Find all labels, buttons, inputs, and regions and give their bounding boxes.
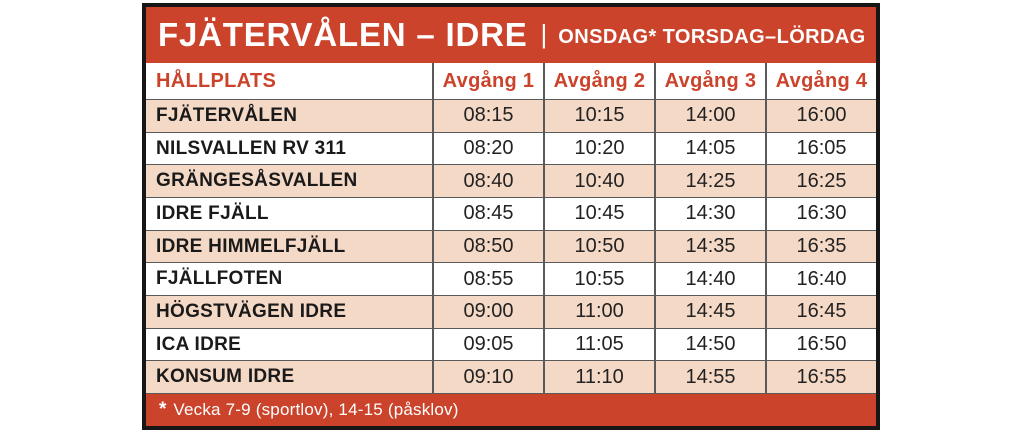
departure-time: 16:25 (765, 165, 876, 198)
departure-time: 14:50 (654, 328, 765, 361)
stop-name: NILSVALLEN RV 311 (156, 137, 347, 159)
departure-time: 14:30 (654, 198, 765, 230)
table-row: KONSUM IDRE 09:10 11:10 14:55 16:55 (146, 360, 876, 394)
footnote-text: Vecka 7-9 (sportlov), 14-15 (påsklov) (173, 400, 459, 419)
column-header-stop: HÅLLPLATS (156, 69, 277, 92)
departure-time: 09:05 (432, 328, 543, 361)
departure-time: 14:25 (654, 165, 765, 198)
departure-time: 10:45 (543, 198, 654, 230)
departure-time: 09:10 (432, 361, 543, 394)
departure-time: 16:40 (765, 263, 876, 296)
column-header-departure-4: Avgång 4 (765, 63, 876, 99)
departure-time: 08:45 (432, 198, 543, 230)
stop-name: HÖGSTVÄGEN IDRE (156, 300, 347, 322)
stop-name: ICA IDRE (156, 333, 242, 355)
table-row: IDRE HIMMELFJÄLL 08:50 10:50 14:35 16:35 (146, 229, 876, 263)
departure-time: 16:30 (765, 198, 876, 230)
departure-time: 16:45 (765, 296, 876, 328)
stop-name: KONSUM IDRE (156, 366, 295, 388)
departure-time: 10:50 (543, 230, 654, 263)
departure-time: 10:20 (543, 132, 654, 165)
column-header-departure-1: Avgång 1 (432, 63, 543, 99)
departure-time: 08:50 (432, 230, 543, 263)
stop-name: GRÄNGESÅSVALLEN (156, 170, 358, 192)
title-separator: | (540, 18, 548, 49)
table-row: ICA IDRE 09:05 11:05 14:50 16:50 (146, 327, 876, 361)
departure-time: 16:55 (765, 361, 876, 394)
departure-time: 16:00 (765, 100, 876, 132)
table-row: GRÄNGESÅSVALLEN 08:40 10:40 14:25 16:25 (146, 164, 876, 198)
route-title: FJÄTERVÅLEN – IDRE (158, 16, 528, 53)
table-row: IDRE FJÄLL 08:45 10:45 14:30 16:30 (146, 197, 876, 230)
table-row: NILSVALLEN RV 311 08:20 10:20 14:05 16:05 (146, 131, 876, 165)
departure-time: 08:20 (432, 132, 543, 165)
departure-time: 08:40 (432, 165, 543, 198)
departure-time: 11:10 (543, 361, 654, 394)
title-bar: FJÄTERVÅLEN – IDRE | ONSDAG* TORSDAG–LÖR… (146, 7, 876, 63)
departure-time: 14:55 (654, 361, 765, 394)
departure-time: 14:05 (654, 132, 765, 165)
departure-time: 16:35 (765, 230, 876, 263)
departure-time: 10:15 (543, 100, 654, 132)
departure-time: 09:00 (432, 296, 543, 328)
timetable-board: FJÄTERVÅLEN – IDRE | ONSDAG* TORSDAG–LÖR… (142, 3, 880, 430)
timetable-rows: FJÄTERVÅLEN 08:15 10:15 14:00 16:00 NILSVALLE… (146, 99, 876, 394)
column-header-departure-2: Avgång 2 (543, 63, 654, 99)
departure-time: 14:45 (654, 296, 765, 328)
table-row: FJÄLLFOTEN 08:55 10:55 14:40 16:40 (146, 262, 876, 296)
departure-time: 16:05 (765, 132, 876, 165)
table-row: HÖGSTVÄGEN IDRE 09:00 11:00 14:45 16:45 (146, 295, 876, 328)
stop-name: FJÄLLFOTEN (156, 268, 283, 290)
departure-time: 10:40 (543, 165, 654, 198)
table-header-row: HÅLLPLATS Avgång 1 Avgång 2 Avgång 3 Avg… (146, 63, 876, 99)
departure-time: 14:35 (654, 230, 765, 263)
departure-time: 10:55 (543, 263, 654, 296)
stop-name: IDRE FJÄLL (156, 202, 269, 224)
footnote-bar: * Vecka 7-9 (sportlov), 14-15 (påsklov) (146, 393, 876, 426)
service-days: ONSDAG* TORSDAG–LÖRDAG (558, 25, 866, 48)
departure-time: 11:05 (543, 328, 654, 361)
column-header-departure-3: Avgång 3 (654, 63, 765, 99)
departure-time: 08:15 (432, 100, 543, 132)
departure-time: 14:00 (654, 100, 765, 132)
footnote-asterisk: * (159, 399, 167, 420)
stop-name: IDRE HIMMELFJÄLL (156, 235, 346, 257)
stop-name: FJÄTERVÅLEN (156, 104, 298, 126)
departure-time: 11:00 (543, 296, 654, 328)
table-row: FJÄTERVÅLEN 08:15 10:15 14:00 16:00 (146, 99, 876, 132)
departure-time: 14:40 (654, 263, 765, 296)
departure-time: 08:55 (432, 263, 543, 296)
departure-time: 16:50 (765, 328, 876, 361)
